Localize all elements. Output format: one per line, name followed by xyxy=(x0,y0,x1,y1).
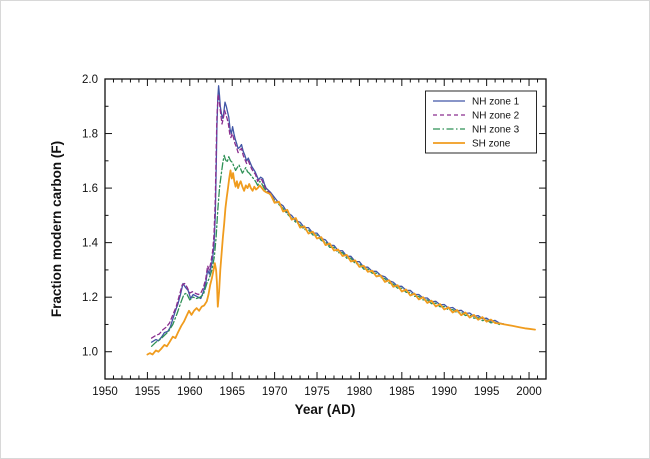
y-tick-label: 1.8 xyxy=(82,129,98,141)
series-line-nh-zone-2 xyxy=(150,93,276,339)
x-tick-label: 1970 xyxy=(262,386,288,398)
legend: NH zone 1 NH zone 2 NH zone 3 SH zone xyxy=(425,90,537,154)
x-tick-label: 2000 xyxy=(516,386,542,398)
x-axis-title: Year (AD) xyxy=(295,402,356,417)
x-tick-label: 1975 xyxy=(304,386,330,398)
x-tick-label: 1990 xyxy=(431,386,457,398)
legend-label-sh-zone: SH zone xyxy=(472,139,511,150)
x-tick-label: 1955 xyxy=(135,386,161,398)
legend-label-nh-zone-1: NH zone 1 xyxy=(472,97,520,108)
x-tick-label: 1985 xyxy=(389,386,415,398)
data-series xyxy=(146,85,536,356)
x-tick-label: 1980 xyxy=(347,386,373,398)
axis-tick-labels: 1950 1955 1960 1965 1970 1975 1980 1985 1990 1995… xyxy=(82,74,542,398)
y-tick-label: 1.0 xyxy=(82,347,98,359)
series-line-nh-zone-1 xyxy=(150,85,505,343)
y-tick-label: 1.4 xyxy=(82,238,99,250)
legend-label-nh-zone-3: NH zone 3 xyxy=(472,125,520,136)
y-tick-label: 1.6 xyxy=(82,183,98,195)
x-tick-label: 1965 xyxy=(219,386,245,398)
y-tick-label: 2.0 xyxy=(82,74,98,86)
x-tick-label: 1960 xyxy=(177,386,203,398)
series-line-nh-zone-3 xyxy=(150,154,501,347)
series-line-sh-zone xyxy=(146,169,536,356)
x-tick-label: 1950 xyxy=(92,386,118,398)
y-axis-title: Fraction modern carbon (F) xyxy=(49,141,64,317)
legend-label-nh-zone-2: NH zone 2 xyxy=(472,111,520,122)
axis-ticks xyxy=(104,78,547,380)
x-tick-label: 1995 xyxy=(474,386,500,398)
y-tick-label: 1.2 xyxy=(82,292,98,304)
